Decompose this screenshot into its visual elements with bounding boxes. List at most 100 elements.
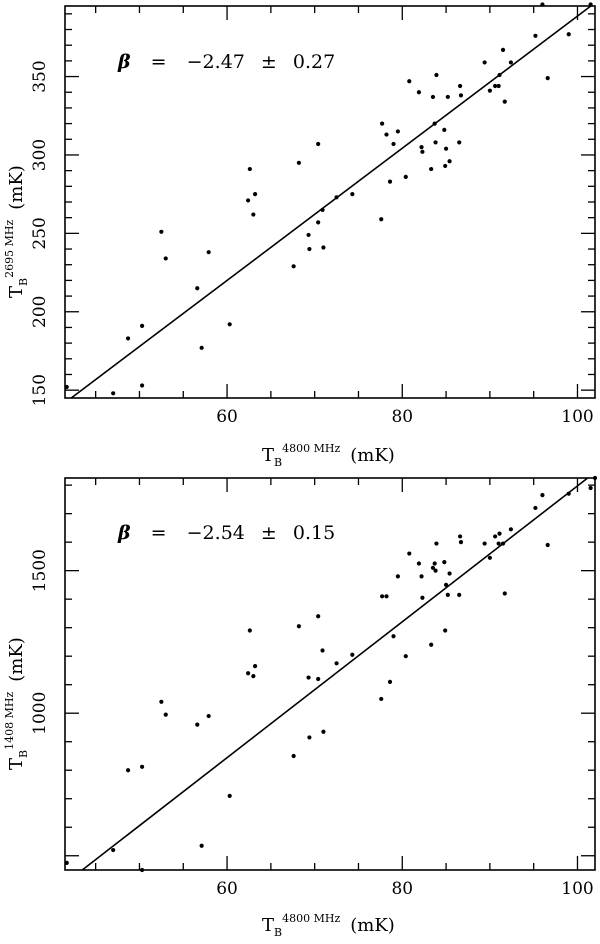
top-y-label-unit: (mK): [6, 165, 27, 210]
top-data-point: [159, 229, 164, 234]
bottom-data-point: [457, 534, 463, 539]
top-data-point: [307, 246, 312, 252]
bottom-beta-annotation: β = −2.54 ± 0.15: [117, 522, 335, 544]
top-data-point: [199, 345, 204, 350]
top-y-label-sup: 2695 MHz: [3, 220, 16, 278]
top-x-label-sup: 4800 MHz: [282, 442, 340, 455]
top-data-point: [403, 174, 408, 180]
bottom-data-point: [493, 534, 498, 539]
bottom-data-point: [316, 614, 321, 619]
bottom-beta-value: −2.54: [187, 522, 245, 544]
top-x-tick-label: 100: [561, 407, 593, 427]
top-data-point: [321, 245, 326, 250]
top-data-point: [419, 145, 424, 150]
top-data-point: [447, 159, 452, 164]
top-beta-value: −2.47: [187, 51, 245, 73]
bottom-data-point: [419, 574, 424, 579]
top-data-point: [139, 323, 145, 328]
bottom-x-tick-label: 60: [216, 879, 238, 899]
bottom-data-point: [247, 628, 252, 633]
bottom-data-point: [500, 541, 506, 546]
bottom-data-point: [432, 561, 437, 566]
bottom-data-point: [487, 555, 492, 560]
bottom-data-point: [199, 843, 204, 848]
top-y-axis-label: TB2695 MHz (mK): [3, 165, 30, 298]
bottom-y-label-sub: B: [17, 750, 30, 758]
bottom-data-point: [163, 712, 168, 717]
bottom-y-tick-label: 1000: [30, 692, 50, 735]
top-y-ticks: 150 200 250 300 350: [30, 13, 595, 406]
bottom-data-point: [296, 624, 302, 629]
top-data-point: [316, 220, 321, 225]
top-x-axis-label: TB4800 MHz (mK): [262, 442, 395, 469]
bottom-x-axis-label: TB4800 MHz (mK): [262, 912, 395, 939]
bottom-data-point: [159, 699, 164, 704]
bottom-data-point: [458, 540, 464, 545]
top-y-tick-label: 250: [30, 217, 50, 249]
bottom-data-point: [497, 531, 502, 536]
bottom-data-point: [533, 505, 538, 511]
top-data-point: [320, 207, 325, 212]
bottom-data-point: [482, 541, 487, 546]
bottom-data-point: [588, 485, 593, 491]
top-data-point: [566, 32, 571, 37]
top-data-point: [487, 88, 492, 93]
bottom-data-point: [420, 595, 425, 600]
top-data-point: [252, 192, 258, 197]
bottom-x-label-sup: 4800 MHz: [282, 912, 340, 925]
bottom-beta-pm: ±: [261, 522, 277, 544]
bottom-y-label-unit: (mK): [6, 637, 27, 682]
bottom-data-point: [306, 675, 311, 680]
bottom-data-point: [457, 592, 462, 597]
top-fit-line: [70, 5, 592, 399]
top-y-label-symbol: T: [6, 286, 27, 298]
bottom-data-point: [391, 634, 396, 639]
top-data-point: [316, 141, 321, 147]
top-data-point: [420, 149, 425, 154]
bottom-y-label-symbol: T: [6, 758, 27, 770]
top-x-tick-label: 80: [391, 407, 413, 427]
top-beta-annotation: β = −2.47 ± 0.27: [117, 51, 335, 73]
bottom-data-point: [540, 493, 545, 498]
bottom-plot-frame: [64, 477, 596, 871]
bottom-data-point: [496, 541, 501, 546]
top-data-points: [64, 2, 593, 396]
top-data-point: [251, 212, 256, 217]
top-x-label-unit: (mK): [350, 445, 395, 466]
bottom-x-tick-label: 100: [561, 879, 593, 899]
bottom-y-axis-label: TB1408 MHz (mK): [3, 637, 30, 770]
top-data-point: [64, 384, 69, 390]
top-data-point: [380, 121, 385, 126]
top-data-point: [588, 2, 593, 7]
top-data-point: [493, 83, 498, 89]
bottom-data-point: [380, 594, 385, 599]
bottom-data-point: [592, 475, 598, 481]
top-data-point: [334, 195, 339, 200]
top-x-label-sub: B: [274, 456, 282, 469]
bottom-x-tick-label: 80: [391, 879, 413, 899]
bottom-data-point: [429, 642, 434, 647]
top-data-point: [457, 140, 462, 145]
bottom-data-point: [407, 551, 412, 556]
top-data-point: [306, 232, 311, 238]
bottom-x-label-symbol: T: [262, 915, 274, 936]
bottom-data-point: [321, 729, 326, 734]
top-data-point: [195, 286, 200, 291]
top-data-point: [291, 264, 296, 269]
top-y-label-sub: B: [17, 278, 30, 286]
bottom-data-point: [227, 793, 232, 798]
bottom-x-label-unit: (mK): [350, 915, 395, 936]
bottom-data-point: [245, 671, 251, 676]
top-data-point: [247, 166, 252, 172]
bottom-data-point: [443, 582, 449, 588]
top-data-point: [457, 83, 463, 89]
top-data-point: [540, 2, 545, 7]
bottom-data-point: [447, 571, 452, 576]
bottom-data-point: [395, 574, 400, 579]
top-x-label-symbol: T: [262, 445, 274, 466]
bottom-beta-equals: =: [151, 522, 167, 544]
top-data-point: [350, 192, 355, 197]
bottom-data-point: [307, 735, 312, 740]
bottom-data-point: [334, 661, 339, 666]
